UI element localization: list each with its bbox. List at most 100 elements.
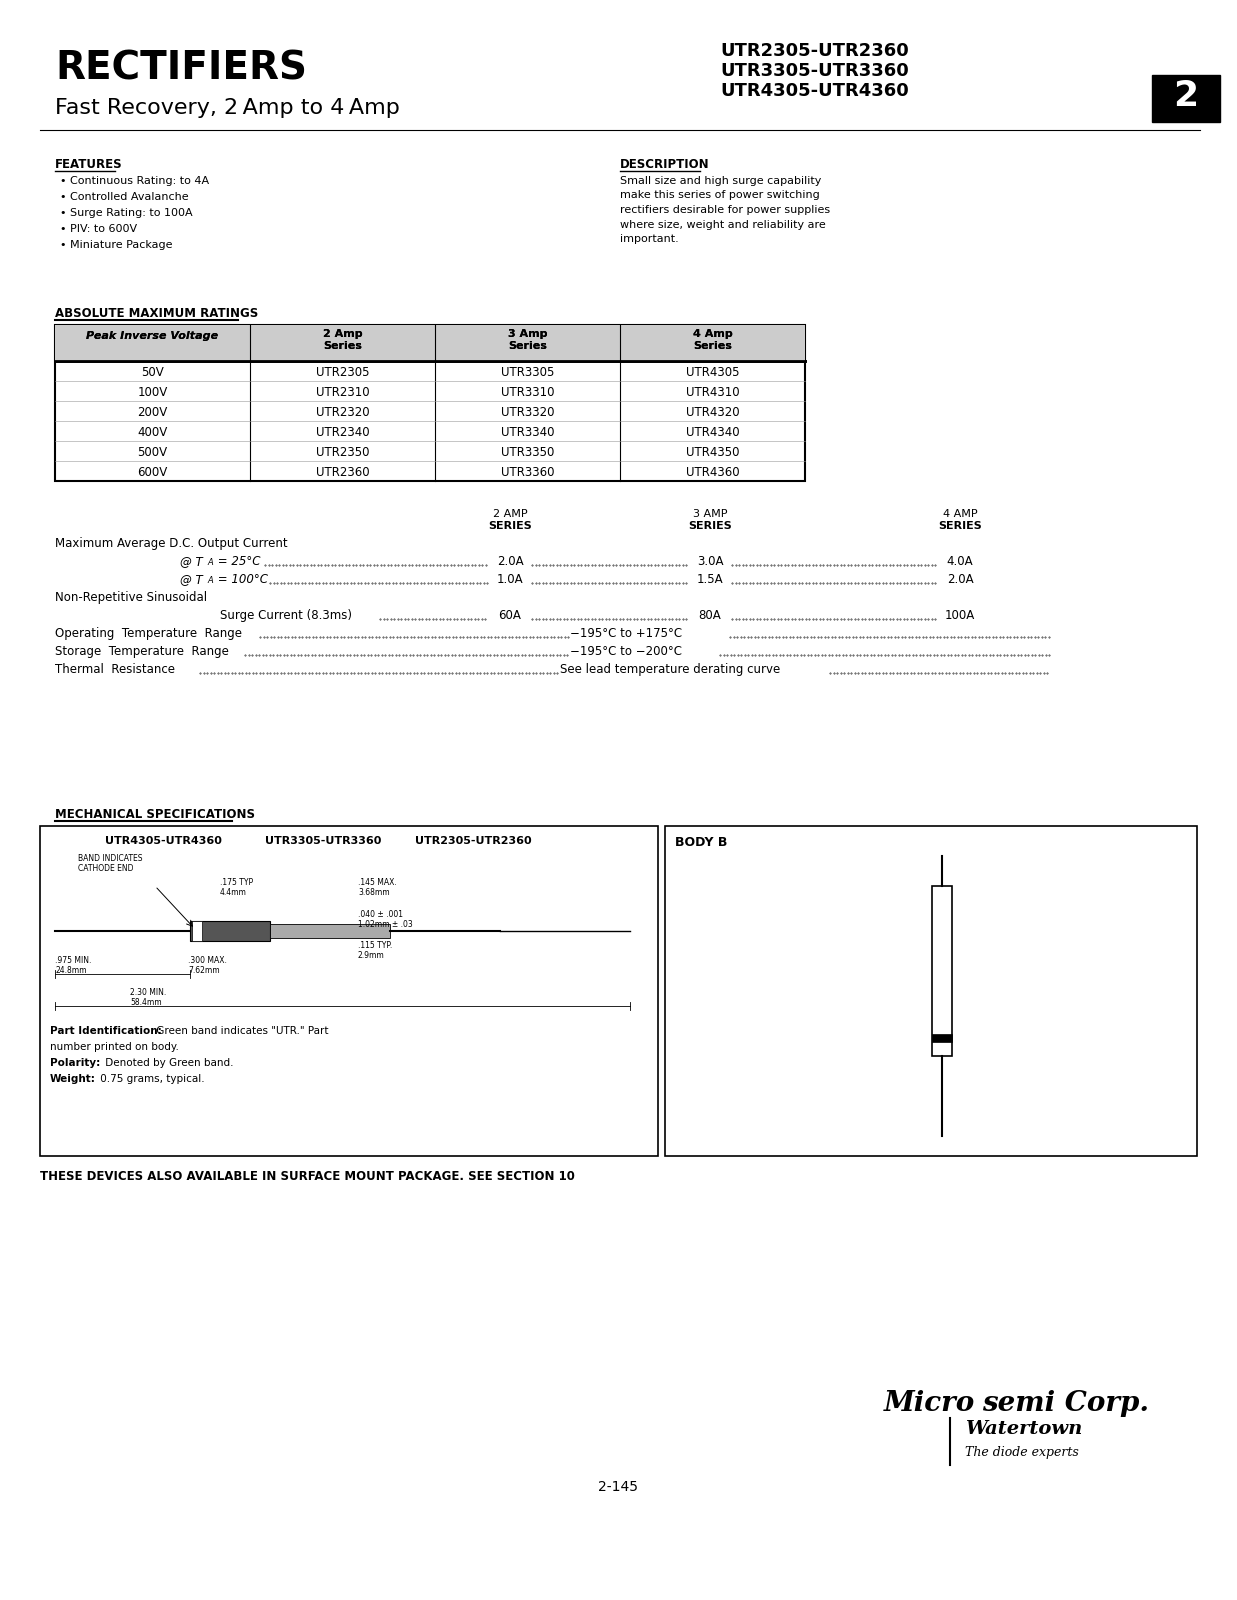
Text: 2 Amp
Series: 2 Amp Series [323,330,362,350]
Text: .115 TYP.
2.9mm: .115 TYP. 2.9mm [357,941,392,960]
Text: Operating  Temperature  Range: Operating Temperature Range [54,627,242,640]
Text: Watertown: Watertown [965,1421,1082,1438]
Text: ABSOLUTE MAXIMUM RATINGS: ABSOLUTE MAXIMUM RATINGS [54,307,259,320]
Text: 3 AMP: 3 AMP [693,509,727,518]
Text: 100V: 100V [137,386,168,398]
Text: @ T: @ T [181,555,203,568]
Text: UTR3305-UTR3360: UTR3305-UTR3360 [265,835,381,846]
Text: UTR2305: UTR2305 [315,365,370,379]
Text: • Miniature Package: • Miniature Package [61,240,172,250]
Text: RECTIFIERS: RECTIFIERS [54,50,307,88]
Bar [666,826,1197,1155]
Text: 400V: 400V [137,426,168,438]
Text: BODY B: BODY B [675,835,727,850]
Text: UTR4340: UTR4340 [685,426,740,438]
Bar [1152,75,1220,122]
Text: 80A: 80A [699,610,721,622]
Text: Polarity:: Polarity: [49,1058,100,1069]
Text: Fast Recovery, 2 Amp to 4 Amp: Fast Recovery, 2 Amp to 4 Amp [54,98,400,118]
Text: UTR3305: UTR3305 [501,365,554,379]
Text: Thermal  Resistance: Thermal Resistance [54,662,174,675]
Text: UTR4360: UTR4360 [685,466,740,478]
Text: −195°C to −200°C: −195°C to −200°C [570,645,682,658]
Text: UTR2320: UTR2320 [315,405,370,419]
Text: 0.75 grams, typical.: 0.75 grams, typical. [96,1074,204,1085]
Text: Denoted by Green band.: Denoted by Green band. [101,1058,234,1069]
Text: 200V: 200V [137,405,168,419]
Text: SERIES: SERIES [938,522,982,531]
Text: UTR3320: UTR3320 [501,405,554,419]
Bar [931,1034,951,1042]
Bar [40,826,658,1155]
Text: • PIV: to 600V: • PIV: to 600V [61,224,137,234]
Text: SERIES: SERIES [489,522,532,531]
Text: UTR4310: UTR4310 [685,386,740,398]
Text: make this series of power switching: make this series of power switching [620,190,820,200]
Text: UTR4320: UTR4320 [685,405,740,419]
Text: Weight:: Weight: [49,1074,96,1085]
Text: 2.0A: 2.0A [497,555,523,568]
Text: SERIES: SERIES [688,522,732,531]
Text: 500V: 500V [137,445,167,459]
Text: 2 Amp
Series: 2 Amp Series [323,330,362,350]
Text: A: A [207,558,213,566]
Bar [190,922,270,941]
Text: 600V: 600V [137,466,168,478]
Text: 2.30 MIN.
58.4mm: 2.30 MIN. 58.4mm [130,987,166,1008]
Text: @ T: @ T [181,573,203,586]
Text: UTR4305-UTR4360: UTR4305-UTR4360 [720,82,909,99]
Text: Green band indicates "UTR." Part: Green band indicates "UTR." Part [153,1026,329,1037]
Text: where size, weight and reliability are: where size, weight and reliability are [620,219,826,229]
Text: −195°C to +175°C: −195°C to +175°C [570,627,682,640]
Text: .040 ± .001
1.02mm ± .03: .040 ± .001 1.02mm ± .03 [357,910,413,930]
Text: • Continuous Rating: to 4A: • Continuous Rating: to 4A [61,176,209,186]
Text: UTR4305: UTR4305 [685,365,740,379]
Text: UTR2350: UTR2350 [315,445,370,459]
Text: 2 AMP: 2 AMP [492,509,527,518]
Text: Non-Repetitive Sinusoidal: Non-Repetitive Sinusoidal [54,590,207,603]
Bar [54,325,805,362]
Text: UTR2305-UTR2360: UTR2305-UTR2360 [720,42,909,59]
Text: 4 Amp
Series: 4 Amp Series [693,330,732,350]
Text: UTR2360: UTR2360 [315,466,370,478]
Text: = 100°C: = 100°C [214,573,268,586]
Text: UTR3360: UTR3360 [501,466,554,478]
Bar [270,925,390,938]
Text: Peak Inverse Voltage: Peak Inverse Voltage [87,331,219,341]
Text: A: A [207,576,213,586]
Text: 2: 2 [1174,78,1199,114]
Text: UTR3310: UTR3310 [501,386,554,398]
Text: FEATURES: FEATURES [54,158,122,171]
Text: important.: important. [620,234,679,243]
Text: UTR4350: UTR4350 [685,445,740,459]
Text: THESE DEVICES ALSO AVAILABLE IN SURFACE MOUNT PACKAGE. SEE SECTION 10: THESE DEVICES ALSO AVAILABLE IN SURFACE … [40,1170,575,1182]
Text: 3 Amp
Series: 3 Amp Series [507,330,547,350]
Text: UTR4305-UTR4360: UTR4305-UTR4360 [105,835,221,846]
Text: .175 TYP
4.4mm: .175 TYP 4.4mm [220,878,254,898]
Text: Part Identification:: Part Identification: [49,1026,162,1037]
Bar [54,325,805,362]
Text: semi Corp.: semi Corp. [982,1390,1149,1418]
Text: • Surge Rating: to 100A: • Surge Rating: to 100A [61,208,193,218]
Text: 4.0A: 4.0A [946,555,974,568]
Text: 3 Amp
Series: 3 Amp Series [507,330,547,350]
Text: rectifiers desirable for power supplies: rectifiers desirable for power supplies [620,205,830,214]
Text: 3.0A: 3.0A [696,555,724,568]
Bar [931,886,951,1056]
Text: UTR2310: UTR2310 [315,386,370,398]
Text: 2-145: 2-145 [597,1480,638,1494]
Text: UTR3350: UTR3350 [501,445,554,459]
Text: • Controlled Avalanche: • Controlled Avalanche [61,192,188,202]
Text: DESCRIPTION: DESCRIPTION [620,158,710,171]
Text: 1.0A: 1.0A [497,573,523,586]
Text: number printed on body.: number printed on body. [49,1042,179,1053]
Text: Micro: Micro [883,1390,975,1418]
Text: 4 Amp
Series: 4 Amp Series [693,330,732,350]
Text: 2.0A: 2.0A [946,573,974,586]
Text: 60A: 60A [499,610,522,622]
Text: Small size and high surge capability: Small size and high surge capability [620,176,821,186]
Text: .300 MAX.
7.62mm: .300 MAX. 7.62mm [188,955,226,976]
Text: 4 AMP: 4 AMP [943,509,977,518]
Bar [54,325,805,482]
Text: UTR3340: UTR3340 [501,426,554,438]
